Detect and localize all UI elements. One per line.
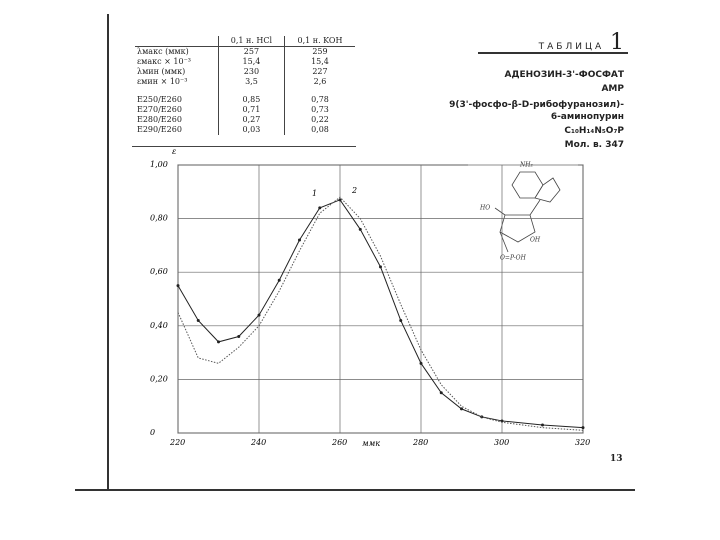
x-tick-label: 220 — [169, 438, 185, 447]
x-tick-label: 280 — [412, 438, 428, 447]
table-row-label: λмакс (ммк) — [137, 47, 189, 56]
y-tick-label: 0,20 — [150, 374, 168, 383]
table-row: E290/E260 0,03 0,08 — [135, 125, 355, 135]
data-point — [277, 278, 281, 282]
bottom-edge — [75, 489, 635, 491]
table-value: 227 — [283, 67, 355, 77]
compound-name: АДЕНОЗИН-3'-ФОСФАТ — [504, 70, 624, 80]
binding-line — [107, 14, 109, 490]
table-row: E270/E260 0,71 0,73 — [135, 105, 355, 115]
table-value: 3,5 — [217, 77, 285, 87]
data-point — [196, 318, 200, 322]
data-point — [298, 238, 301, 242]
ribose-ring — [499, 214, 536, 243]
table-number: 1 — [610, 30, 624, 55]
x-tick-label: 320 — [575, 438, 590, 447]
data-point — [439, 391, 443, 395]
table-header-row: 0,1 н. HCl 0,1 н. KOH — [135, 36, 355, 47]
table-label-text: ТАБЛИЦА — [538, 42, 605, 52]
y-tick-label: 0 — [150, 428, 155, 437]
y-axis-label: ε — [172, 147, 176, 156]
atom: HO — [479, 205, 490, 212]
structure — [468, 155, 578, 265]
table-value: 230 — [217, 67, 285, 77]
series-line — [177, 196, 584, 431]
data-point — [581, 426, 585, 430]
data-point — [419, 361, 423, 365]
x-tick-label: 240 — [250, 438, 266, 447]
header-rule — [478, 52, 628, 54]
x-tick-label: 260 — [331, 438, 347, 447]
table-row-label: E250/E260 — [137, 95, 182, 104]
properties-table: 0,1 н. HCl 0,1 н. KOH λмакс (ммк) 257 259 εма… — [135, 36, 355, 135]
table-value: 0,73 — [283, 105, 355, 115]
bond — [494, 207, 506, 216]
mol-weight: Мол. в. 347 — [564, 140, 624, 150]
data-point — [541, 423, 544, 427]
atom: O=P-OH — [500, 255, 527, 262]
table-label: ТАБЛИЦА 1 — [384, 30, 624, 55]
data-point — [257, 313, 261, 317]
table-row-label: λмин (ммк) — [137, 67, 186, 76]
table-value: 0,27 — [217, 115, 285, 125]
bond — [529, 199, 541, 216]
data-point — [358, 227, 362, 231]
table-value: 2,6 — [283, 77, 355, 87]
y-tick-label: 0,80 — [150, 214, 168, 223]
data-point — [379, 265, 382, 269]
table-corner — [135, 36, 219, 47]
data-point — [318, 206, 322, 210]
table-row-label: εмакс × 10⁻³ — [137, 57, 192, 66]
y-tick-label: 0,60 — [150, 267, 168, 276]
table-value: 0,22 — [283, 115, 355, 125]
table-value: 15,4 — [283, 57, 355, 67]
data-point — [237, 335, 241, 339]
table-row: E250/E260 0,85 0,78 — [135, 87, 355, 105]
table-value: 0,08 — [283, 125, 355, 135]
x-tick-label: 300 — [494, 438, 509, 447]
imidazole-ring — [534, 177, 561, 203]
page-number: 13 — [610, 454, 623, 464]
bond — [499, 231, 509, 253]
data-point — [176, 284, 180, 288]
table-value: 0,03 — [217, 125, 285, 135]
table-row-label: E280/E260 — [137, 115, 182, 124]
table-row: λмакс (ммк) 257 259 — [135, 46, 355, 57]
table-row: εмин × 10⁻³ 3,5 2,6 — [135, 77, 355, 87]
table-value: 257 — [217, 46, 285, 57]
x-axis-label: ммк — [362, 439, 380, 448]
y-tick-label: 1,00 — [150, 160, 168, 169]
table-value: 259 — [283, 46, 355, 57]
table-value: 0,71 — [217, 105, 285, 115]
table-header-cell: 0,1 н. HCl — [217, 36, 285, 47]
table-header-cell: 0,1 н. KOH — [283, 36, 355, 47]
abbreviation: АМР — [601, 84, 624, 94]
table-row-label: E270/E260 — [137, 105, 182, 114]
atom: OH — [530, 237, 541, 244]
table-rule — [132, 146, 356, 147]
series-label: 2 — [351, 186, 357, 195]
table-row: E280/E260 0,27 0,22 — [135, 115, 355, 125]
table-row-label: εмин × 10⁻³ — [137, 77, 188, 86]
table-value: 0,78 — [283, 87, 355, 105]
data-point — [217, 340, 220, 344]
data-point — [399, 318, 403, 322]
data-point — [460, 407, 463, 411]
series-label: 1 — [312, 189, 317, 198]
table-value: 15,4 — [217, 57, 285, 67]
systematic-name: 6-аминопурин — [550, 112, 624, 122]
table-row: εмакс × 10⁻³ 15,4 15,4 — [135, 57, 355, 67]
table-value: 0,85 — [217, 87, 285, 105]
table-row: λмин (ммк) 230 227 — [135, 67, 355, 77]
formula: C₁₀H₁₄N₅O₇P — [564, 126, 624, 136]
y-tick-label: 0,40 — [150, 321, 168, 330]
systematic-name: 9(3'-фосфо-β-D-рибофуранозил)- — [449, 100, 624, 110]
data-point — [338, 198, 342, 202]
table-row-label: E290/E260 — [137, 125, 182, 134]
